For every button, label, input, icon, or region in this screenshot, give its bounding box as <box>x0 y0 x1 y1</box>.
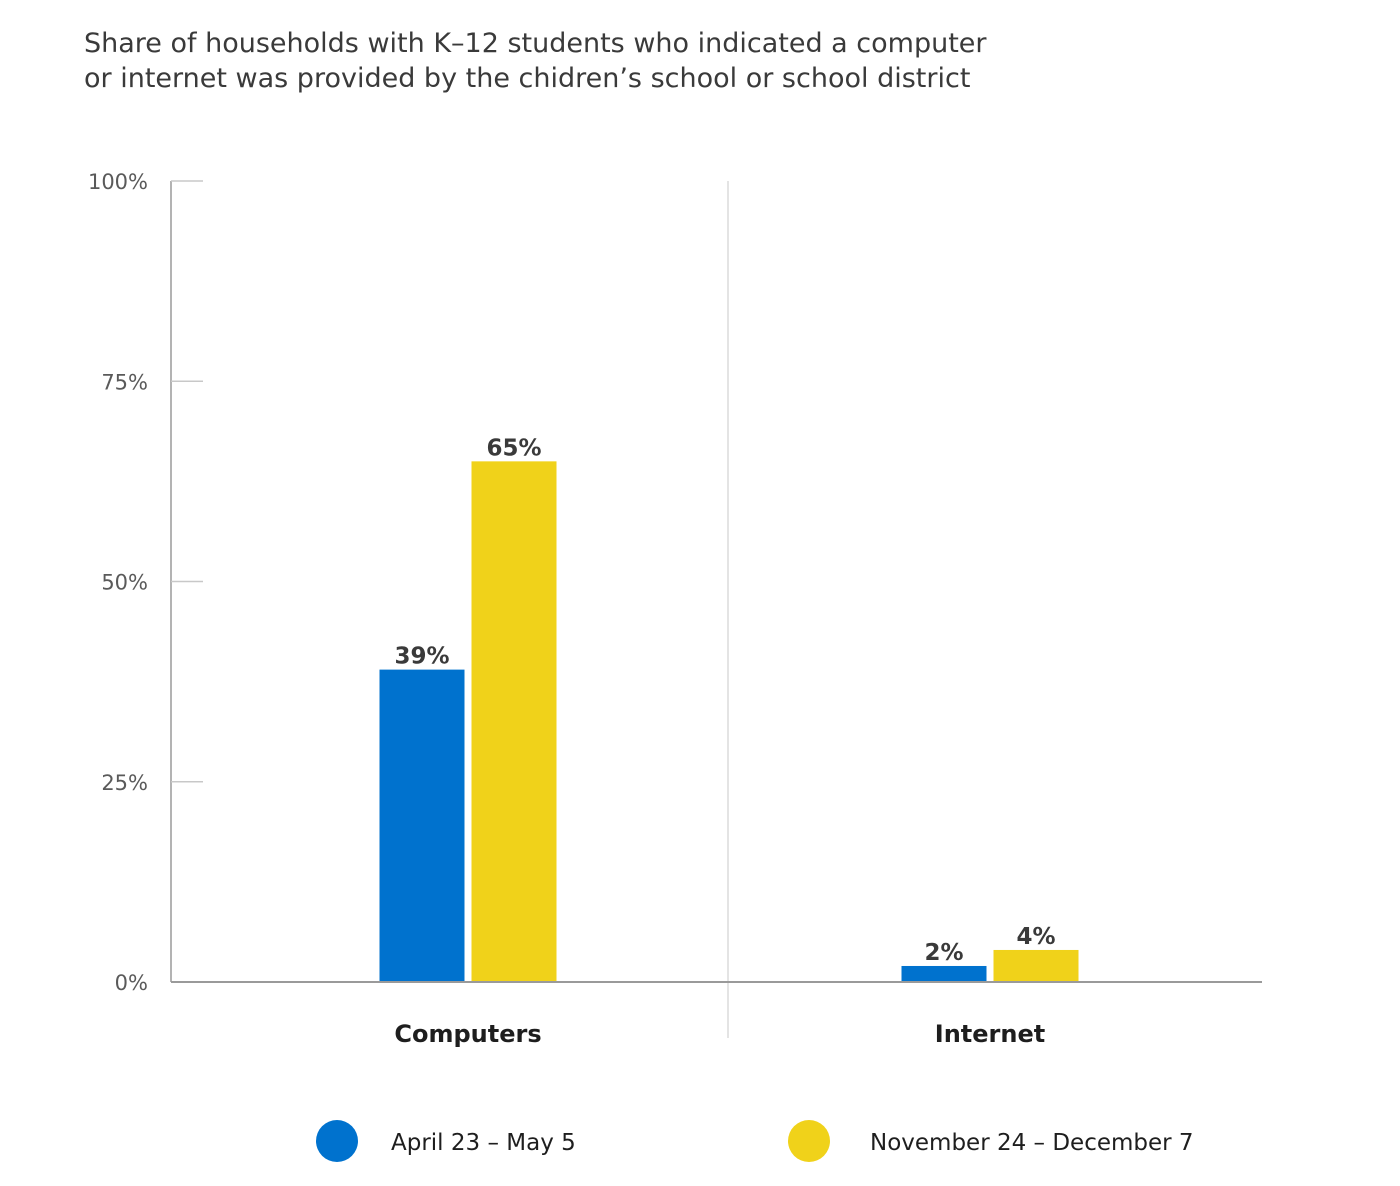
chart-title: Share of households with K–12 students w… <box>84 26 1234 96</box>
legend-swatch-series-2 <box>788 1120 830 1162</box>
bar-computers-series-1 <box>379 669 465 982</box>
y-tick-label-4: 100% <box>88 170 148 194</box>
value-label-computers-series-2: 65% <box>486 435 541 461</box>
value-label-computers-series-1: 39% <box>394 644 449 670</box>
bar-internet-series-1 <box>901 965 987 982</box>
legend-label-series-1: April 23 – May 5 <box>391 1130 576 1156</box>
value-label-internet-series-1: 2% <box>924 940 963 966</box>
y-tick-label-1: 25% <box>101 771 148 795</box>
y-tick-label-0: 0% <box>115 971 148 995</box>
y-tick-label-2: 50% <box>101 571 148 595</box>
bar-computers-series-2 <box>471 461 557 983</box>
chart-title-line-1: Share of households with K–12 students w… <box>84 28 987 59</box>
bar-internet-series-2 <box>993 949 1079 982</box>
legend-swatch-series-1 <box>316 1120 358 1162</box>
value-label-internet-series-2: 4% <box>1016 924 1055 950</box>
legend-label-series-2: November 24 – December 7 <box>870 1130 1194 1156</box>
chart-title-line-2: or internet was provided by the chidren’… <box>84 63 971 94</box>
category-label-internet: Internet <box>935 1020 1045 1048</box>
y-tick-label-3: 75% <box>101 370 148 394</box>
category-label-computers: Computers <box>394 1020 541 1048</box>
